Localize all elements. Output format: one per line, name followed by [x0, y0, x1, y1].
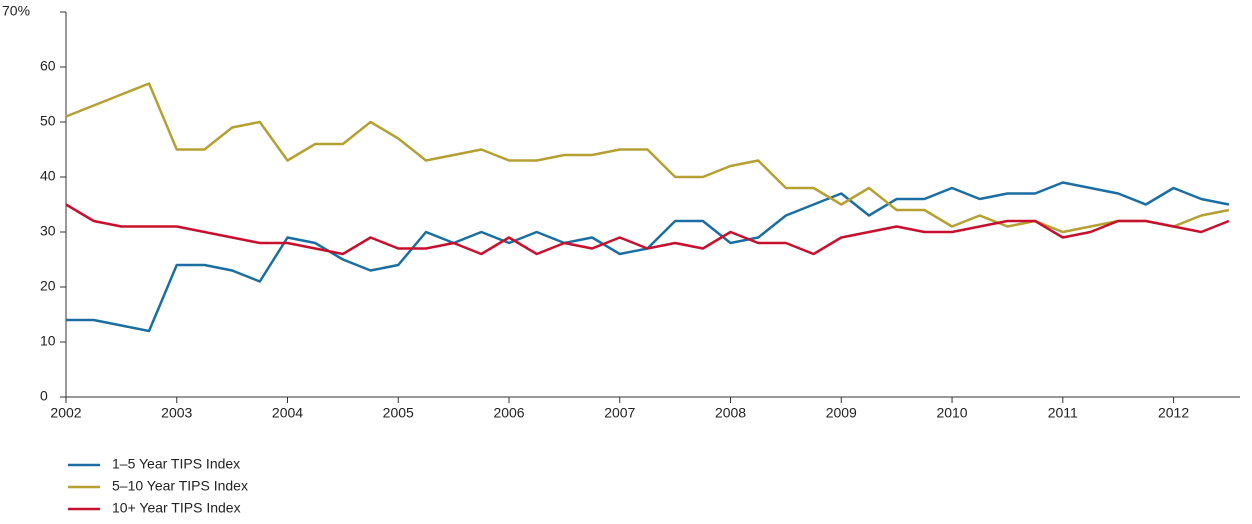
- y-tick-label: 50: [40, 113, 56, 129]
- y-tick-label: 60: [40, 58, 56, 74]
- x-tick-label: 2008: [715, 405, 746, 421]
- series-line: [65, 203, 1230, 256]
- y-tick-label: 30: [40, 223, 56, 239]
- x-tick-label: 2007: [604, 405, 635, 421]
- legend-label: 10+ Year TIPS Index: [112, 500, 241, 516]
- series-line: [65, 82, 1230, 234]
- y-tick-label: 0: [40, 388, 48, 404]
- x-tick-label: 2012: [1158, 405, 1189, 421]
- x-tick-label: 2006: [493, 405, 524, 421]
- y-tick-label: 10: [40, 333, 56, 349]
- x-tick-label: 2004: [272, 405, 303, 421]
- x-tick-label: 2003: [161, 405, 192, 421]
- y-tick-label: 70%: [2, 3, 30, 19]
- x-tick-label: 2002: [50, 405, 81, 421]
- legend-label: 5–10 Year TIPS Index: [112, 478, 248, 494]
- x-tick-label: 2011: [1048, 405, 1078, 421]
- y-tick-label: 20: [40, 278, 56, 294]
- series-line: [66, 181, 1230, 333]
- legend-label: 1–5 Year TIPS Index: [112, 456, 240, 472]
- x-tick-label: 2009: [826, 405, 857, 421]
- x-tick-label: 2010: [936, 405, 967, 421]
- x-tick-label: 2005: [383, 405, 414, 421]
- y-tick-label: 40: [40, 168, 56, 184]
